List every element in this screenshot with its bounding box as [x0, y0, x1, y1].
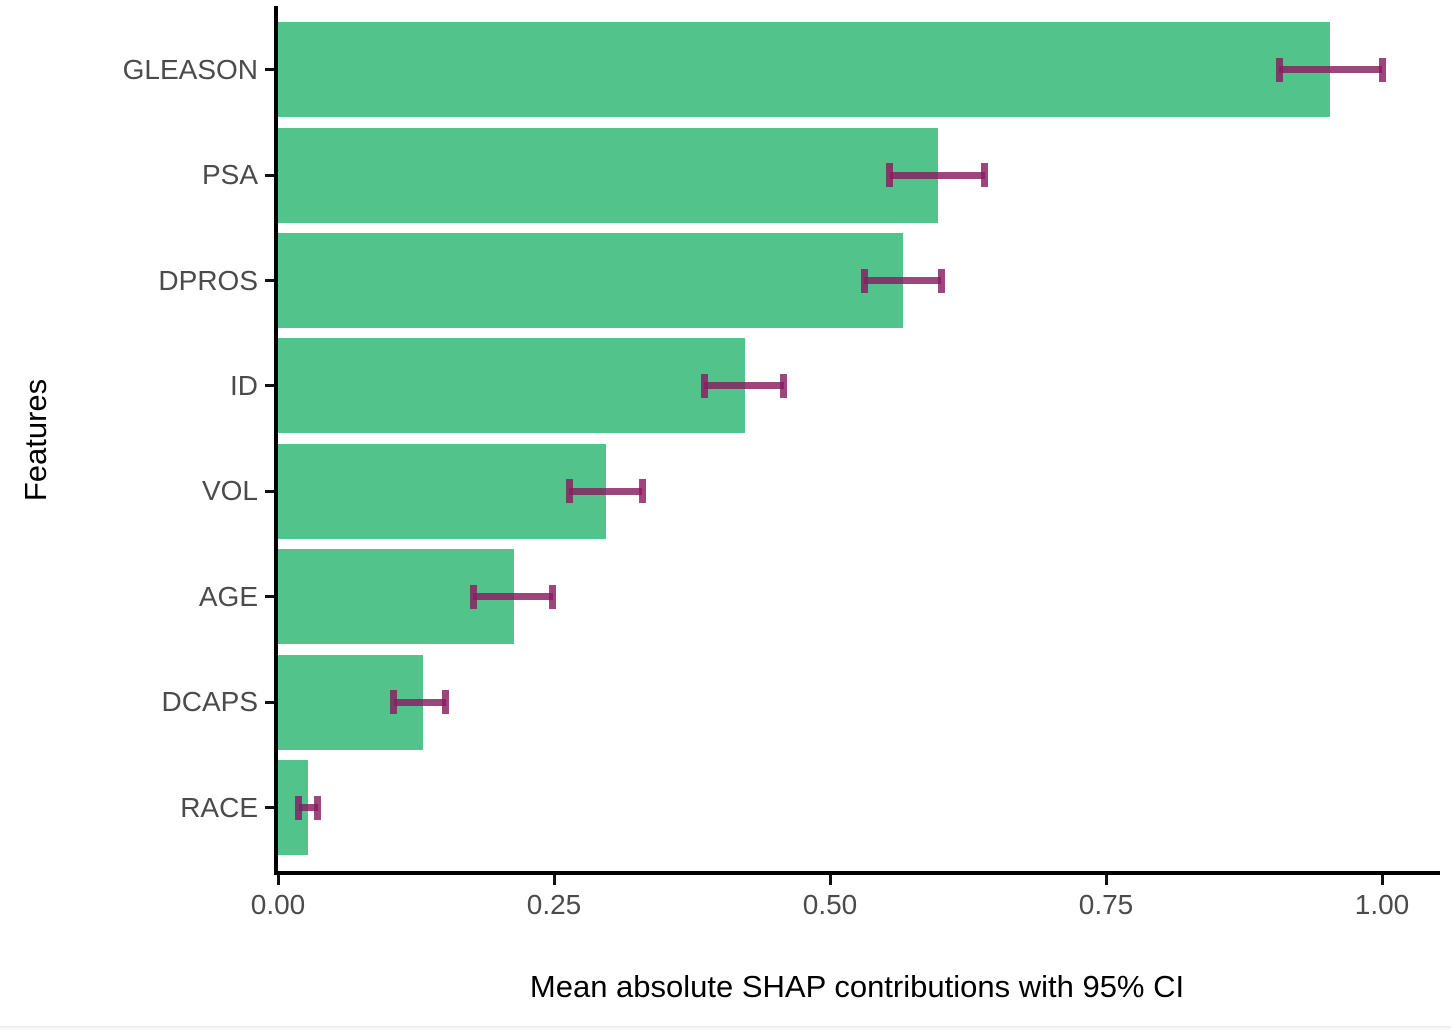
category-label-dpros: DPROS [158, 264, 258, 296]
ci-cap-high-vol [638, 479, 646, 504]
x-tick-label-1.00: 1.00 [1354, 889, 1410, 920]
ci-cap-low-gleason [1275, 57, 1283, 82]
category-label-race: RACE [180, 791, 258, 823]
ci-line-gleason [1279, 66, 1382, 74]
shap-bar-dpros [278, 233, 903, 328]
ci-cap-low-age [469, 584, 477, 609]
ci-cap-high-psa [981, 163, 989, 188]
x-tick-0.00 [276, 875, 280, 885]
x-axis-title: Mean absolute SHAP contributions with 95… [529, 969, 1185, 1004]
ci-cap-low-id [700, 373, 708, 398]
y-tick-gleason [265, 68, 274, 72]
shap-bar-vol [278, 443, 606, 539]
x-tick-0.25 [552, 875, 556, 885]
ci-cap-low-dcaps [390, 690, 398, 715]
x-tick-label-0.00: 0.00 [250, 889, 306, 920]
ci-cap-low-dpros [860, 268, 868, 293]
x-axis-line [274, 871, 1440, 875]
y-tick-dcaps [265, 700, 274, 704]
ci-cap-high-race [314, 795, 322, 820]
x-tick-1.00 [1380, 875, 1384, 885]
shap-bar-gleason [278, 22, 1331, 118]
category-label-dcaps: DCAPS [161, 686, 258, 718]
y-axis-title: Features [18, 378, 53, 502]
ci-cap-high-age [549, 584, 557, 609]
x-tick-0.75 [1104, 875, 1108, 885]
ci-cap-high-dpros [938, 268, 945, 293]
y-tick-id [265, 384, 274, 388]
ci-line-psa [889, 171, 985, 179]
ci-line-dpros [864, 277, 942, 284]
ci-cap-low-psa [886, 163, 894, 188]
category-label-vol: VOL [201, 475, 258, 507]
shap-bar-psa [278, 127, 939, 223]
ci-line-vol [569, 487, 643, 495]
y-tick-psa [265, 173, 274, 177]
x-tick-label-0.75: 0.75 [1078, 889, 1134, 920]
x-tick-0.50 [828, 875, 832, 885]
page-bottom-strip [0, 1028, 1451, 1030]
x-tick-label-0.50: 0.50 [802, 889, 858, 920]
category-label-age: AGE [198, 580, 258, 612]
ci-cap-high-dcaps [442, 690, 450, 715]
category-label-gleason: GLEASON [122, 53, 258, 85]
y-tick-age [265, 595, 274, 599]
ci-line-dcaps [393, 698, 446, 706]
y-tick-dpros [265, 279, 274, 282]
ci-cap-low-vol [565, 479, 573, 504]
y-tick-vol [265, 489, 274, 493]
page-bottom-divider [0, 1026, 1451, 1028]
ci-line-race [298, 804, 318, 811]
ci-cap-low-race [295, 795, 303, 820]
category-label-psa: PSA [201, 159, 258, 191]
ci-line-id [704, 382, 784, 390]
y-tick-race [265, 806, 274, 809]
ci-cap-high-gleason [1378, 57, 1386, 82]
ci-line-age [473, 593, 553, 601]
shap-bar-id [278, 338, 745, 434]
x-tick-label-0.25: 0.25 [526, 889, 582, 920]
ci-cap-high-id [780, 373, 788, 398]
y-axis-line [274, 6, 278, 875]
category-label-id: ID [230, 369, 258, 401]
